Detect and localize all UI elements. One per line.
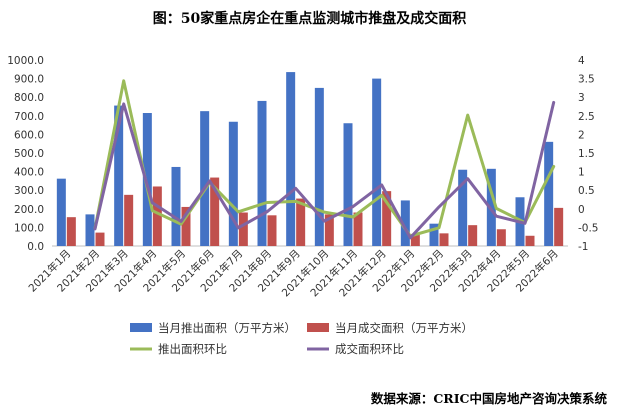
bar (210, 177, 220, 246)
bar (56, 178, 66, 246)
legend-label: 当月推出面积（万平方米） (158, 321, 296, 335)
left-axis-tick: 100.0 (14, 222, 44, 234)
bar (238, 212, 248, 246)
series-line (93, 100, 556, 240)
bar (228, 121, 238, 246)
bar (468, 225, 478, 246)
bar (142, 113, 152, 246)
bar (114, 105, 124, 246)
bar (200, 111, 210, 247)
right-axis-tick: -1 (578, 241, 588, 253)
bar (181, 206, 191, 246)
bar (439, 233, 449, 246)
right-axis-tick: 3 (578, 92, 585, 104)
left-axis-tick: 400.0 (14, 167, 44, 179)
legend-label: 当月成交面积（万平方米） (335, 321, 473, 335)
bar (171, 166, 181, 246)
bar (296, 198, 306, 246)
bar (95, 232, 105, 246)
bar (372, 78, 382, 246)
bar (429, 223, 439, 246)
left-axis-tick: 300.0 (14, 185, 44, 197)
legend: 当月推出面积（万平方米） 当月成交面积（万平方米） 推出面积环比 成交面积环比 (130, 321, 473, 356)
right-axis-tick: 2.5 (578, 111, 595, 123)
bar (324, 214, 334, 246)
left-axis-tick: 600.0 (14, 129, 44, 141)
bar (286, 72, 296, 246)
bar (152, 186, 162, 246)
right-axis-tick: 1 (578, 167, 585, 179)
left-axis-tick: 0.0 (27, 241, 44, 253)
right-axis-tick: 1.5 (578, 148, 595, 160)
left-axis-tick: 500.0 (14, 148, 44, 160)
left-axis-tick: 900.0 (14, 74, 44, 86)
bar (382, 191, 392, 246)
left-axis-tick: 700.0 (14, 111, 44, 123)
bar (525, 235, 535, 246)
bar (353, 212, 363, 246)
bar (124, 194, 134, 246)
left-axis-tick: 1000.0 (7, 55, 44, 67)
data-source: 数据来源：CRIC中国房地产咨询决策系统 (370, 391, 607, 406)
bar (458, 169, 468, 246)
series-line (93, 79, 556, 238)
bar (257, 100, 267, 246)
bar (554, 207, 564, 246)
left-axis-tick: 800.0 (14, 92, 44, 104)
legend-label: 成交面积环比 (335, 342, 404, 356)
bar (410, 233, 420, 246)
bar (400, 200, 410, 246)
bar (85, 214, 95, 246)
right-axis-tick: 4 (578, 55, 585, 67)
left-axis-tick: 200.0 (14, 204, 44, 216)
legend-swatch (307, 323, 329, 332)
bar (66, 217, 76, 246)
bar (314, 87, 324, 247)
bar (267, 215, 277, 246)
bar (544, 141, 554, 246)
right-axis-tick: 0 (578, 204, 585, 216)
bar (496, 229, 506, 246)
right-axis-tick: 0.5 (578, 185, 595, 197)
right-axis-tick: 3.5 (578, 74, 595, 86)
chart-title: 图：50家重点房企在重点监测城市推盘及成交面积 (152, 11, 467, 27)
legend-label: 推出面积环比 (158, 342, 227, 356)
bar (343, 123, 353, 246)
legend-swatch (130, 323, 152, 332)
right-axis-tick: -0.5 (578, 222, 599, 234)
right-axis-tick: 2 (578, 129, 585, 141)
